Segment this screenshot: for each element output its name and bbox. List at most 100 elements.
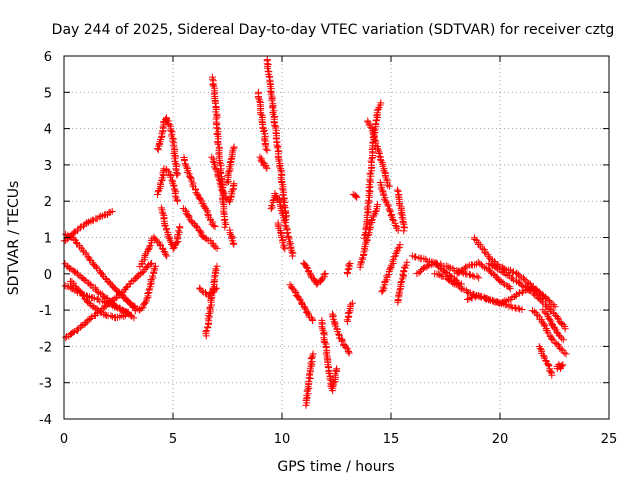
y-tick-label: -1: [39, 304, 52, 319]
plus-markers: [274, 219, 289, 253]
series-track-16: [208, 73, 230, 231]
plus-markers: [154, 114, 182, 179]
plus-markers: [393, 186, 408, 235]
series-track-7: [114, 262, 159, 314]
plus-markers: [180, 154, 219, 230]
series-track-29: [328, 310, 353, 357]
plus-markers: [413, 259, 465, 288]
y-tick-label: 5: [44, 86, 52, 101]
plus-markers: [254, 88, 271, 154]
series-track-47: [529, 307, 570, 358]
series-track-18: [223, 143, 238, 187]
y-tick-label: 4: [44, 123, 52, 138]
series-track-30: [343, 299, 356, 325]
plus-markers: [300, 259, 329, 288]
y-axis-label: SDTVAR / TECUs: [6, 181, 22, 296]
y-tick-label: -2: [39, 340, 52, 355]
series-track-50: [539, 306, 567, 344]
series-track-36: [376, 179, 402, 234]
series-track-10: [154, 165, 181, 205]
series-track-15: [202, 262, 221, 340]
plus-markers: [343, 299, 356, 325]
plus-markers: [179, 205, 221, 252]
y-tick-label: 1: [44, 232, 52, 247]
plus-markers: [539, 306, 567, 344]
plus-markers: [154, 165, 181, 205]
plus-markers: [349, 190, 361, 201]
series-track-20: [254, 88, 271, 154]
y-tick-label: -3: [39, 377, 52, 392]
series-track-19: [226, 226, 238, 248]
y-tick-label: 2: [44, 195, 52, 210]
axis-ticks: [63, 55, 610, 420]
plus-markers: [208, 153, 238, 206]
series-track-35: [364, 117, 393, 190]
plus-markers: [343, 260, 354, 278]
plus-markers: [529, 307, 570, 358]
plus-markers: [202, 262, 221, 340]
x-tick-label: 10: [274, 432, 291, 447]
chart-title: Day 244 of 2025, Sidereal Day-to-day VTE…: [52, 22, 615, 38]
x-tick-label: 15: [383, 432, 400, 447]
series-track-43: [453, 258, 514, 293]
y-tick-label: 3: [44, 159, 52, 174]
series-track-38: [393, 186, 408, 235]
series-track-22: [263, 56, 291, 224]
plus-markers: [378, 241, 404, 296]
series-track-48: [535, 343, 556, 379]
y-tick-label: 0: [44, 268, 52, 283]
x-tick-label: 0: [60, 432, 68, 447]
series-track-21: [256, 153, 271, 172]
series-track-45: [470, 234, 547, 300]
plus-markers: [328, 310, 353, 357]
y-tick-label: -4: [39, 413, 52, 428]
x-tick-label: 20: [492, 432, 509, 447]
plus-markers: [114, 262, 159, 314]
plus-markers: [376, 179, 402, 234]
plus-markers: [453, 258, 514, 293]
series-track-8: [136, 233, 171, 271]
plus-markers: [394, 258, 411, 306]
series-track-28: [318, 316, 341, 395]
series-track-24: [274, 219, 289, 253]
x-tick-label: 25: [601, 432, 618, 447]
series-track-41: [413, 259, 465, 288]
plus-markers: [553, 361, 567, 373]
plus-markers: [267, 190, 297, 260]
series-track-32: [349, 190, 361, 201]
series-track-25: [286, 281, 317, 324]
series-track-26: [302, 350, 317, 409]
plus-markers: [62, 259, 156, 342]
plus-markers: [535, 343, 556, 379]
series-track-23: [267, 190, 297, 260]
plus-markers: [470, 234, 547, 300]
series-track-11: [157, 204, 184, 253]
plus-markers: [364, 117, 393, 190]
series-track-17: [208, 153, 238, 206]
series-track-9: [154, 114, 182, 179]
plus-markers: [318, 316, 341, 395]
series-track-5: [62, 259, 156, 342]
plus-markers: [223, 143, 238, 187]
series-track-12: [180, 154, 219, 230]
plus-markers: [67, 277, 129, 322]
plus-markers: [302, 350, 317, 409]
series-track-49: [553, 361, 567, 373]
series-track-27: [300, 259, 329, 288]
plus-markers: [286, 281, 317, 324]
series-track-37: [378, 241, 404, 296]
gridlines: [64, 56, 609, 419]
x-tick-label: 5: [169, 432, 177, 447]
plus-markers: [136, 233, 171, 271]
x-axis-tick-labels: 0 5 10 15 20 25: [60, 432, 617, 447]
y-axis-tick-labels: -4 -3 -2 -1 0 1 2 3 4 5 6: [39, 50, 52, 428]
y-tick-label: 6: [44, 50, 52, 65]
plus-markers: [263, 56, 291, 224]
plus-markers: [226, 226, 238, 248]
x-axis-label: GPS time / hours: [277, 459, 394, 475]
plus-markers: [256, 153, 271, 172]
data-points: [60, 56, 570, 409]
series-track-46: [485, 259, 569, 333]
plus-markers: [485, 259, 569, 333]
